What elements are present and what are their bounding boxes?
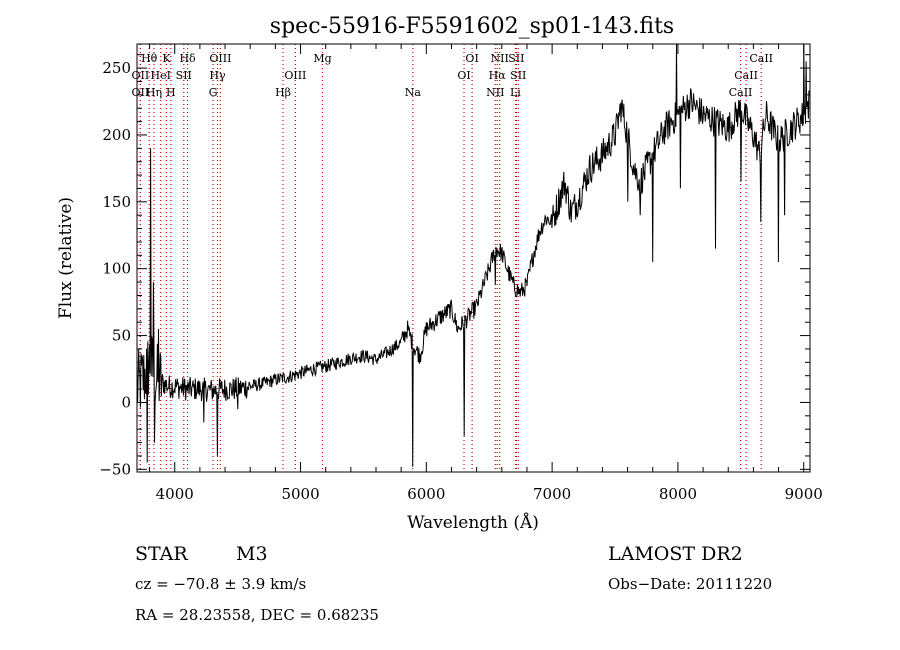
y-tick-label: 50 [112, 327, 131, 345]
y-tick-label: −50 [99, 460, 131, 478]
line-marker-label: SII [510, 69, 526, 82]
line-marker-label: NII [491, 52, 509, 65]
object-subclass: M3 [236, 543, 268, 565]
line-marker-label: HeI [151, 69, 171, 82]
line-marker-label: OI [457, 69, 470, 82]
line-marker-label: SII [508, 52, 524, 65]
x-axis-ticks: 4000 5000 6000 7000 8000 9000 [149, 44, 823, 503]
x-tick-label: 7000 [533, 485, 571, 503]
line-marker-label: OIII [284, 69, 306, 82]
y-tick-label: 200 [102, 126, 131, 144]
observation-date: Obs−Date: 20111220 [608, 575, 772, 593]
y-tick-label: 250 [102, 59, 131, 77]
line-marker-label: Hδ [179, 52, 196, 65]
y-tick-label: 100 [102, 260, 131, 278]
coordinates: RA = 28.23558, DEC = 0.68235 [135, 606, 379, 624]
line-marker-label: H [166, 86, 176, 99]
object-class: STAR [135, 543, 188, 565]
line-marker-label: K [162, 52, 171, 65]
x-tick-label: 4000 [156, 485, 194, 503]
spectrum-line [136, 43, 810, 467]
x-axis-label: Wavelength (Å) [407, 512, 539, 533]
line-marker-label: CaII [729, 86, 753, 99]
line-marker-label: Hα [489, 69, 507, 82]
x-tick-label: 6000 [407, 485, 445, 503]
redshift-velocity: cz = −70.8 ± 3.9 km/s [135, 575, 306, 593]
line-marker-label: OII [132, 69, 150, 82]
line-marker-label: Hη [146, 86, 162, 99]
y-axis-label: Flux (relative) [56, 197, 76, 319]
x-tick-label: 8000 [659, 485, 697, 503]
line-marker-label: OII [132, 86, 150, 99]
line-marker-label: Hθ [141, 52, 158, 65]
survey-name: LAMOST DR2 [608, 543, 743, 565]
y-tick-label: 0 [121, 393, 131, 411]
line-marker-label: G [209, 86, 218, 99]
line-marker-label: OIII [209, 52, 231, 65]
line-marker-label: NII [486, 86, 504, 99]
line-marker-label: CaII [734, 69, 758, 82]
plot-frame [136, 43, 811, 473]
line-marker-label: Li [510, 86, 521, 99]
line-marker-label: Hγ [209, 69, 226, 82]
x-tick-label: 9000 [785, 485, 823, 503]
line-marker-label: Mg [313, 52, 331, 65]
chart-title: spec-55916-F5591602_sp01-143.fits [270, 14, 674, 39]
line-marker-label: Hβ [275, 86, 291, 99]
line-marker-label: OI [465, 52, 478, 65]
x-tick-label: 5000 [281, 485, 319, 503]
line-marker-label: CaII [749, 52, 773, 65]
y-axis-ticks: −50 0 50 100 150 200 250 [99, 54, 810, 478]
line-marker-label: SII [176, 69, 192, 82]
line-marker-label: Na [405, 86, 422, 99]
y-tick-label: 150 [102, 193, 131, 211]
